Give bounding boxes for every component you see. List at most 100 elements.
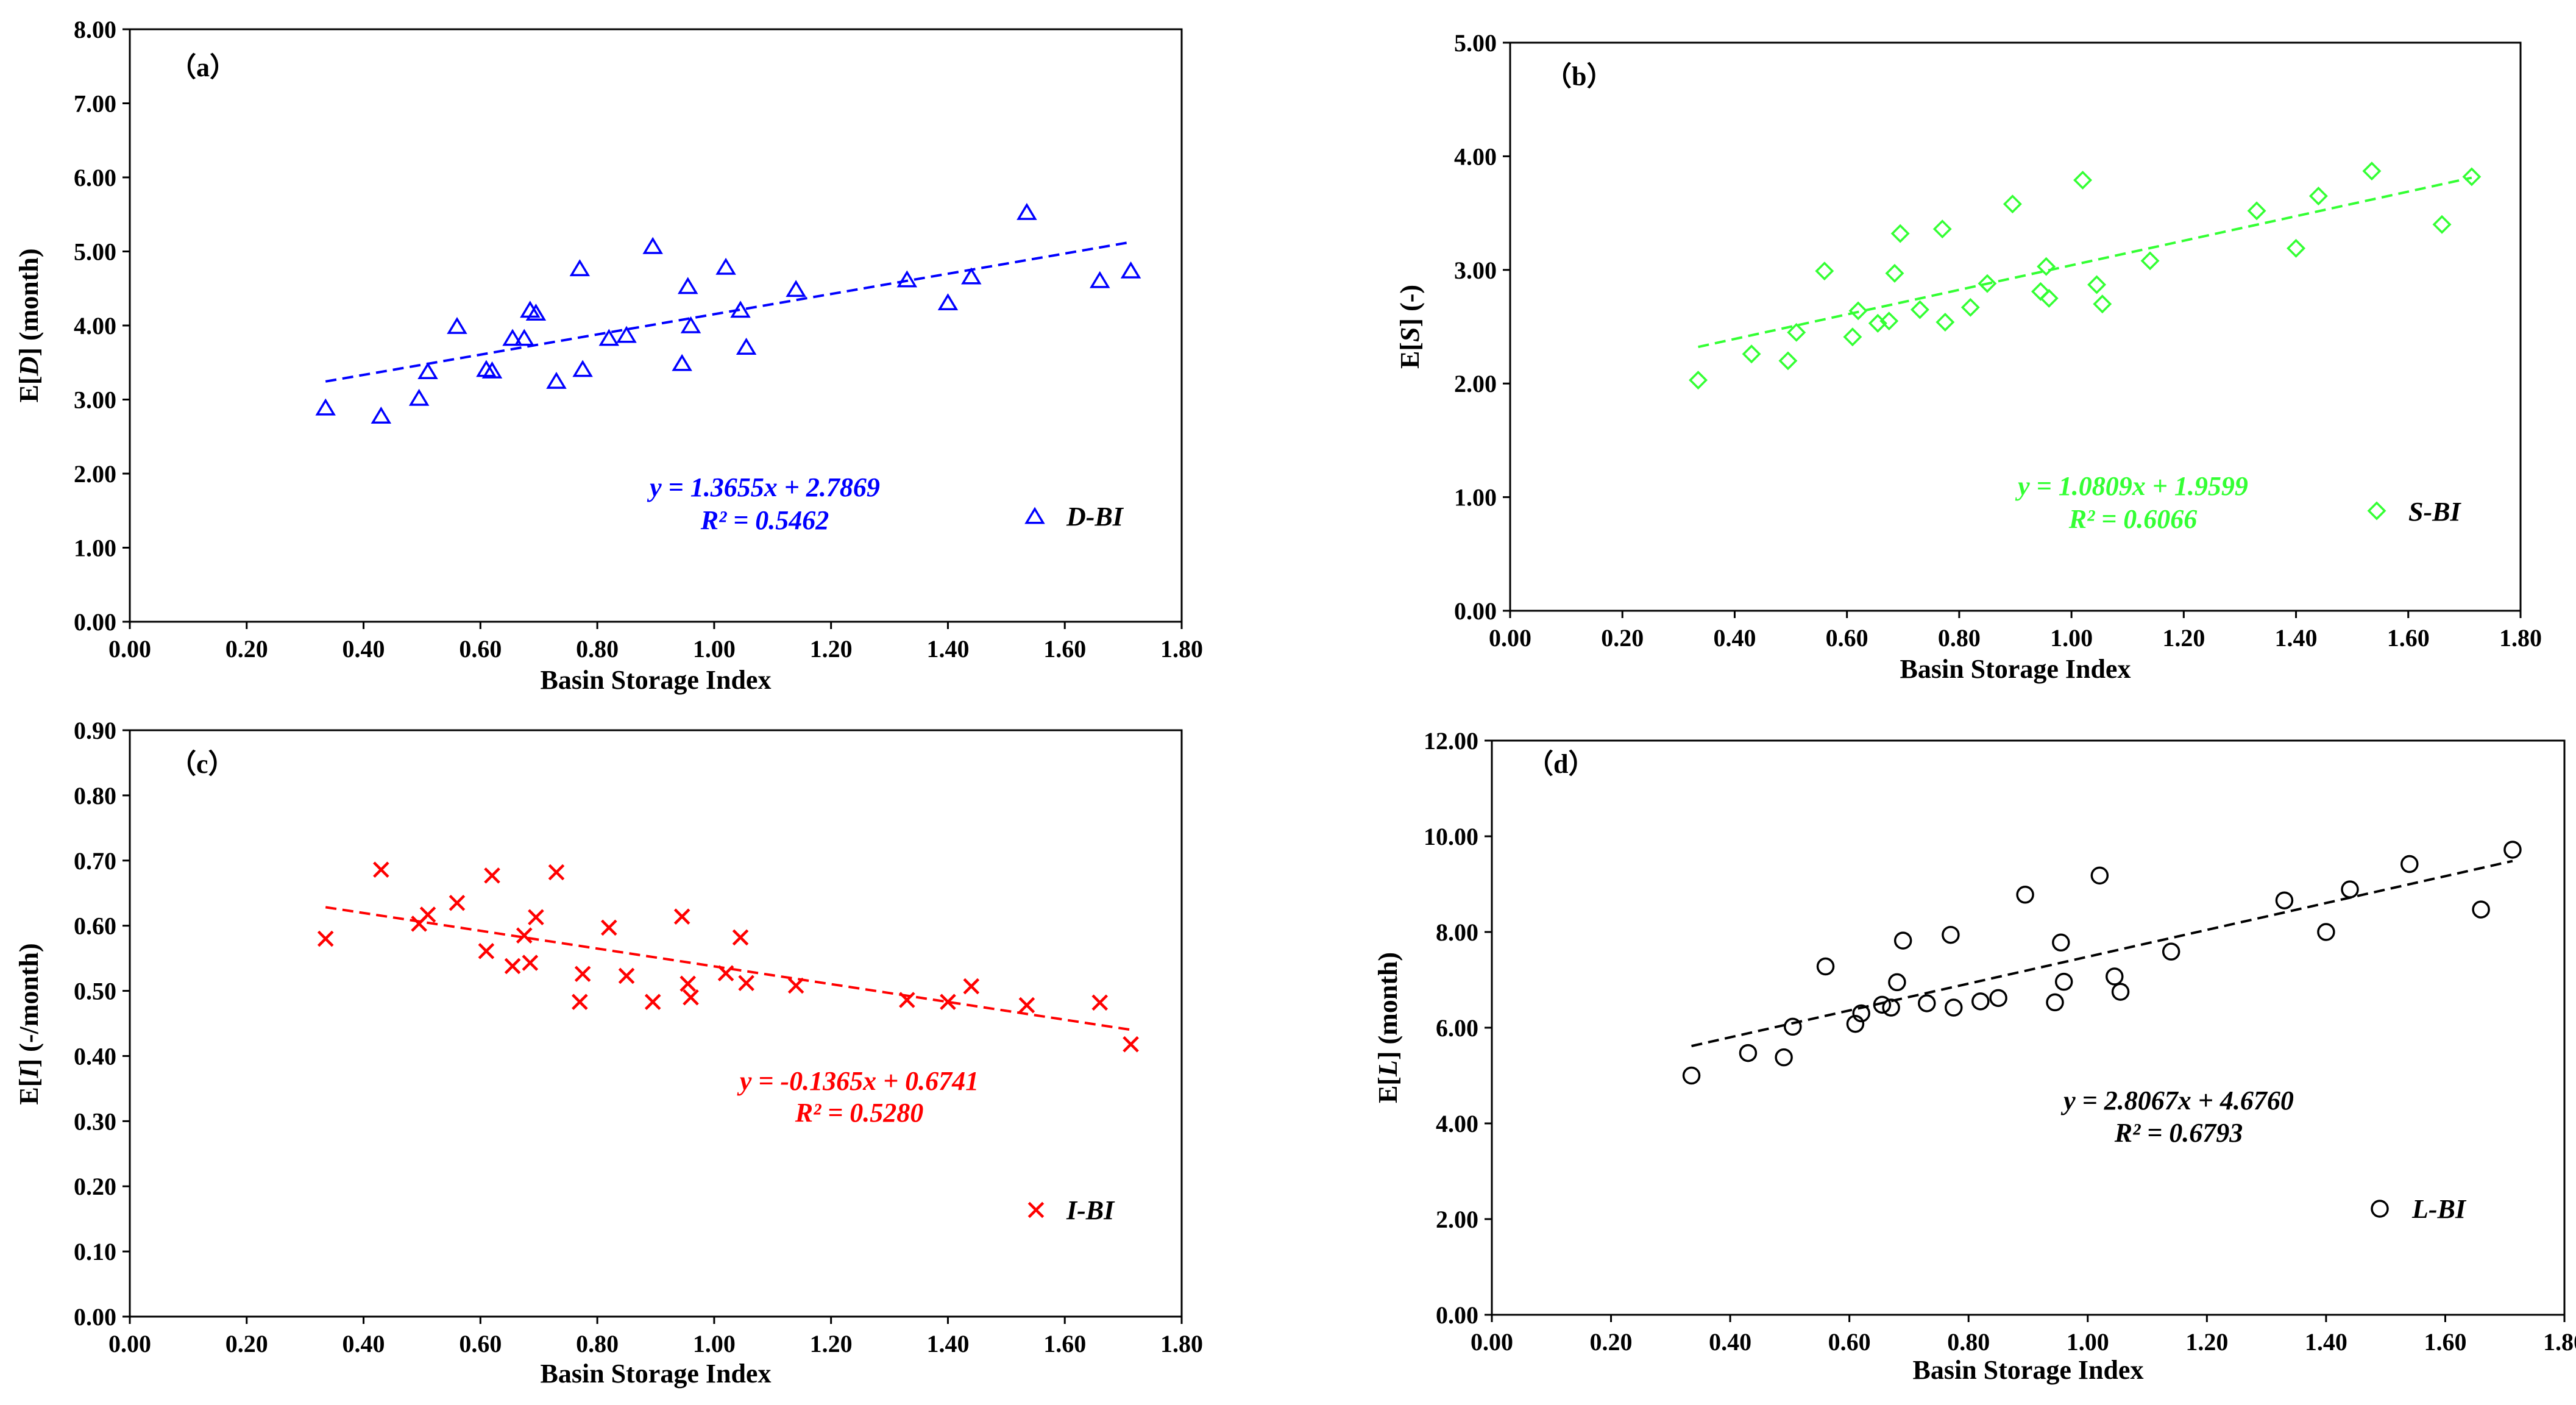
- panel-b-data-point: [1843, 327, 1862, 347]
- panel-b-data-point: [2462, 167, 2482, 187]
- panel-d-data-point: [1971, 992, 1990, 1011]
- panel-d-x-tick-label: 1.40: [2305, 1328, 2347, 1356]
- panel-c-data-point: [963, 978, 980, 995]
- panel-b-x-tick-label: 1.20: [2162, 624, 2205, 652]
- panel-d-data-point: [1945, 998, 1963, 1017]
- panel-c-x-tick-label: 1.80: [1160, 1330, 1203, 1357]
- panel-c-y-axis-label: E[I] (-/month): [14, 943, 44, 1104]
- panel-a-x-tick-label: 0.60: [459, 635, 502, 663]
- panel-a-y-tick-label: 6.00: [74, 164, 116, 191]
- panel-c-data-point: [528, 909, 544, 926]
- panel-b-x-tick-label: 1.80: [2499, 624, 2542, 652]
- panel-d-data-point: [2054, 972, 2073, 991]
- panel-d-data-point: [1739, 1044, 1758, 1062]
- panel-d-x-tick-label: 1.00: [2067, 1328, 2109, 1356]
- panel-b-trendline: [1698, 176, 2472, 349]
- panel-a-equation: y = 1.3655x + 2.7869: [647, 472, 880, 502]
- panel-b-y-tick-label: 1.00: [1454, 484, 1497, 511]
- panel-a-y-tick-label: 5.00: [74, 238, 116, 266]
- panel-b-x-tick-label: 0.60: [1826, 624, 1868, 652]
- panel-c-y-tick-label: 0.50: [74, 978, 116, 1005]
- panel-c-r2: R² = 0.5280: [795, 1098, 924, 1128]
- panel-c-x-tick-label: 0.60: [459, 1330, 502, 1357]
- panel-a-legend-label: D-BI: [1066, 502, 1124, 532]
- panel-a-data-point: [481, 361, 503, 379]
- panel-b-x-tick-label: 0.20: [1601, 624, 1644, 652]
- panel-a-data-point: [1090, 271, 1110, 288]
- panel-b-data-point: [1787, 322, 1806, 342]
- panel-b-data-point: [2087, 275, 2107, 294]
- panel-c-data-point: [1018, 997, 1035, 1014]
- panel-c-data-point: [899, 992, 915, 1008]
- panel-b-y-tick-label: 0.00: [1454, 597, 1497, 625]
- panel-b-x-axis-label: Basin Storage Index: [1900, 654, 2131, 684]
- panel-a-data-point: [502, 329, 523, 346]
- panel-b-data-point: [1742, 344, 1761, 364]
- panel-a-data-point: [572, 360, 593, 377]
- panel-c-data-point: [683, 989, 699, 1006]
- panel-c-data-point: [787, 977, 804, 994]
- panel-d-data-point: [2162, 942, 2180, 961]
- panel-a-data-point: [315, 398, 336, 416]
- panel-a-data-point: [569, 259, 591, 277]
- panel-a-y-tick-label: 2.00: [74, 460, 116, 488]
- panel-a-r2: R² = 0.5462: [700, 505, 829, 535]
- panel-b-y-tick-label: 5.00: [1454, 29, 1497, 57]
- panel-c-x-tick-label: 1.00: [693, 1330, 736, 1357]
- panel-d-data-point: [1775, 1048, 1793, 1067]
- panel-d-x-tick-label: 1.80: [2543, 1328, 2576, 1356]
- panel-a-data-point: [680, 316, 701, 333]
- panel-d-trendline: [1691, 859, 2513, 1048]
- panel-d-data-point: [2106, 967, 2124, 986]
- panel-b-data-point: [1960, 297, 1980, 317]
- panel-b-x-tick-label: 1.40: [2275, 624, 2318, 652]
- panel-b-data-point: [1848, 301, 1868, 321]
- panel-c-equation: y = -0.1365x + 0.6741: [737, 1066, 979, 1096]
- panel-c-data-point: [717, 965, 734, 981]
- panel-b-data-point: [1978, 274, 1997, 293]
- panel-a-data-point: [514, 329, 534, 346]
- panel-a-data-point: [786, 280, 806, 297]
- panel-b-x-tick-label: 0.80: [1938, 624, 1981, 652]
- panel-d-data-point: [1846, 1014, 1865, 1033]
- panel-b: 0.00 1.00 2.00 3.00 4.00 5.00 0.00 0.20 0.40 0.6…: [1395, 29, 2542, 684]
- panel-c-data-point: [732, 929, 749, 946]
- panel-c-y-tick-label: 0.20: [74, 1173, 116, 1200]
- panel-a-data-point: [447, 317, 467, 334]
- panel-c-legend-symbol: [1027, 1201, 1045, 1218]
- panel-a-points: [315, 202, 1141, 424]
- panel-d-x-ticks: 0.00 0.20 0.40 0.60 0.80 1.00 1.20 1.40 1.60 1.80: [1471, 1315, 2576, 1356]
- panel-d-y-tick-label: 6.00: [1436, 1014, 1478, 1042]
- panel-d-x-tick-label: 0.60: [1828, 1328, 1871, 1356]
- panel-a-y-ticks: 0.00 1.00 2.00 3.00 4.00 5.00 6.00 7.00 8.00: [74, 16, 130, 636]
- panel-a-data-point: [677, 277, 698, 294]
- panel-a-data-point: [961, 267, 982, 285]
- panel-b-legend-marker: [2367, 501, 2386, 521]
- panel-c-data-point: [644, 994, 661, 1011]
- panel-d-data-point: [1784, 1017, 1802, 1036]
- panel-c-data-point: [373, 861, 389, 878]
- panel-a-x-tick-label: 0.00: [108, 635, 151, 663]
- panel-c-data-point: [574, 966, 591, 983]
- panel-a-data-point: [672, 354, 692, 371]
- panel-d-x-tick-label: 1.20: [2185, 1328, 2228, 1356]
- panel-a-data-point: [642, 237, 663, 254]
- panel-d-data-point: [1888, 973, 1906, 992]
- panel-b-data-point: [1815, 261, 1834, 281]
- panel-d-data-point: [1942, 925, 1960, 944]
- panel-d-equation: y = 2.8067x + 4.6760: [2060, 1086, 2294, 1115]
- panel-d-data-point: [1873, 995, 1892, 1014]
- panel-a-data-point: [546, 371, 567, 389]
- panel-c-data-point: [1091, 994, 1109, 1011]
- panel-c-x-tick-label: 0.00: [108, 1330, 151, 1357]
- panel-c-data-point: [673, 908, 690, 925]
- panel-a-data-point: [525, 304, 547, 321]
- panel-a-legend-marker: [1024, 507, 1045, 524]
- panel-d-x-tick-label: 0.80: [1947, 1328, 1990, 1356]
- panel-b-plot-area: [1509, 41, 2522, 612]
- panel-a-label: （a）: [169, 52, 236, 82]
- panel-b-legend-symbol: [2367, 501, 2386, 521]
- panel-d-y-axis-label: E[L] (month): [1373, 952, 1403, 1103]
- panel-c-x-tick-label: 0.20: [225, 1330, 268, 1357]
- panel-c-data-point: [600, 919, 617, 936]
